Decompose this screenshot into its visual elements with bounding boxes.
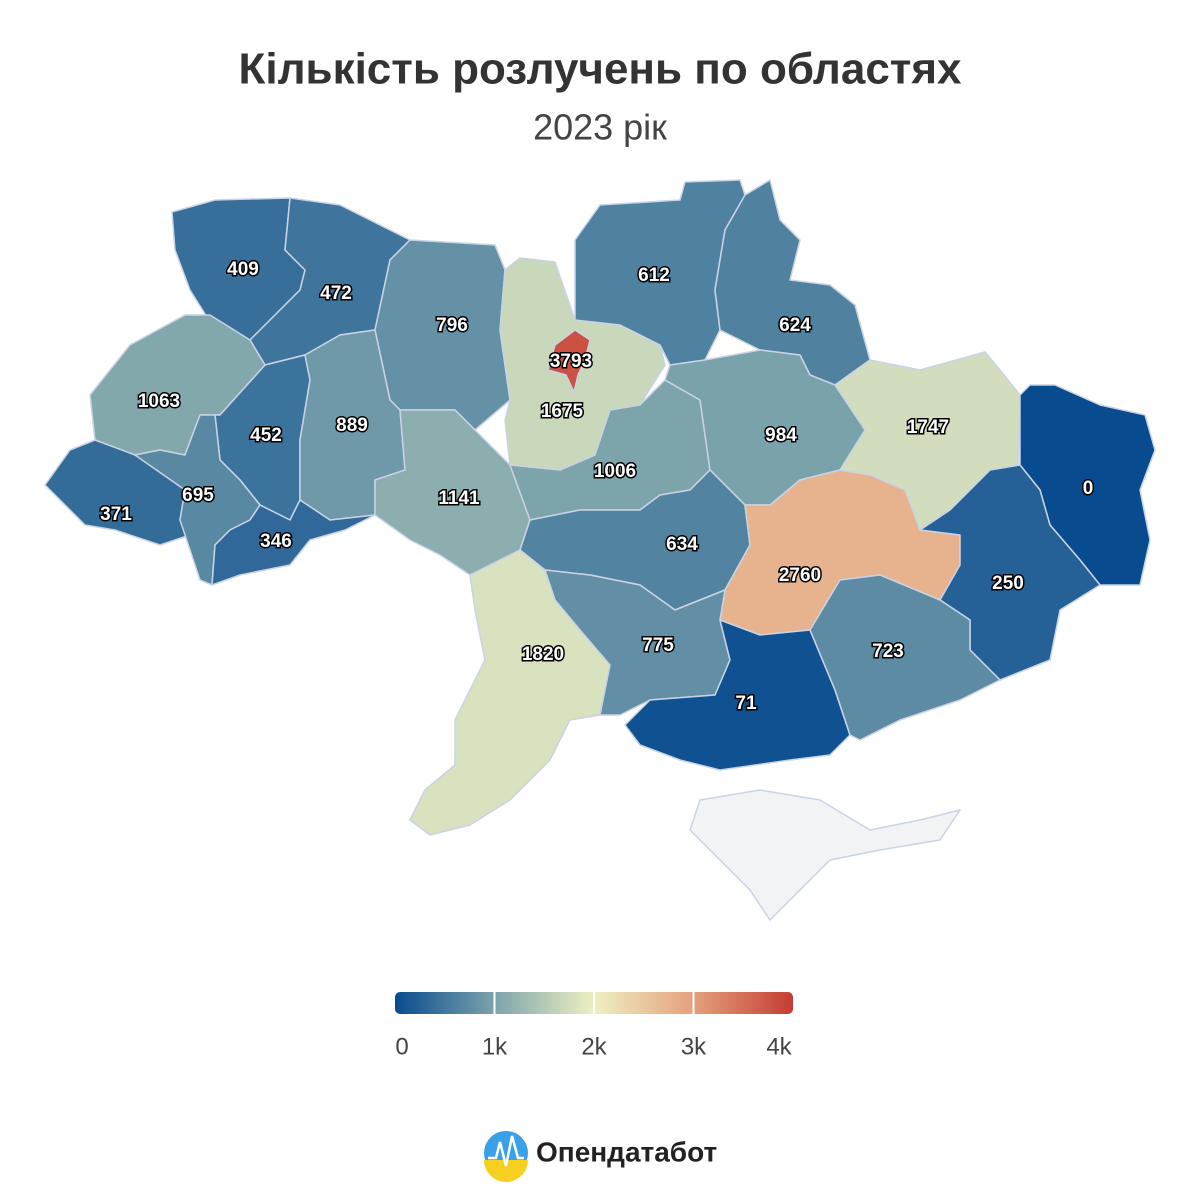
- brand: Опендатабот: [484, 1131, 717, 1182]
- value-label: 624: [779, 315, 811, 336]
- region: [211, 499, 376, 586]
- value-label: 723: [872, 641, 904, 662]
- value-label: 1006: [594, 461, 636, 482]
- value-label: 1675: [541, 401, 584, 422]
- value-label: 0: [1083, 478, 1094, 499]
- brand-name: Опендатабот: [536, 1136, 717, 1167]
- value-label: 1141: [438, 488, 480, 509]
- value-label: 409: [227, 259, 259, 280]
- value-label: 71: [735, 693, 757, 714]
- region: [809, 574, 1001, 741]
- value-label: 3793: [550, 351, 592, 372]
- colorbar-tick-label: 3k: [681, 1033, 707, 1060]
- value-label: 2760: [779, 565, 821, 586]
- brand-icon-line: [488, 1135, 524, 1167]
- value-label: 612: [638, 265, 670, 286]
- value-label: 695: [182, 485, 214, 506]
- value-label: 889: [336, 415, 368, 436]
- colorbar-tick-label: 1k: [482, 1033, 508, 1060]
- value-label: 1747: [907, 417, 949, 438]
- colorbar-tick-label: 4k: [766, 1033, 792, 1060]
- value-label: 371: [100, 504, 132, 525]
- brand-icon-part: [484, 1160, 528, 1182]
- crimea: [689, 789, 961, 921]
- value-label: 775: [642, 635, 674, 656]
- region: [547, 329, 591, 393]
- title: Кількість розлучень по областях: [238, 45, 962, 94]
- value-label: 634: [666, 534, 698, 555]
- colorbar-tick-label: 2k: [581, 1033, 607, 1060]
- value-label: 472: [320, 283, 352, 304]
- value-label: 452: [250, 425, 282, 446]
- value-label: 796: [436, 315, 468, 336]
- value-label: 346: [260, 531, 292, 552]
- value-label: 250: [992, 573, 1024, 594]
- region: [624, 619, 851, 771]
- subtitle: 2023 рік: [533, 107, 667, 148]
- region: [919, 464, 1101, 681]
- value-label: 1820: [522, 644, 564, 665]
- value-label: 984: [765, 425, 797, 446]
- colorbar-tick-label: 0: [395, 1033, 408, 1060]
- value-label: 1063: [138, 391, 180, 412]
